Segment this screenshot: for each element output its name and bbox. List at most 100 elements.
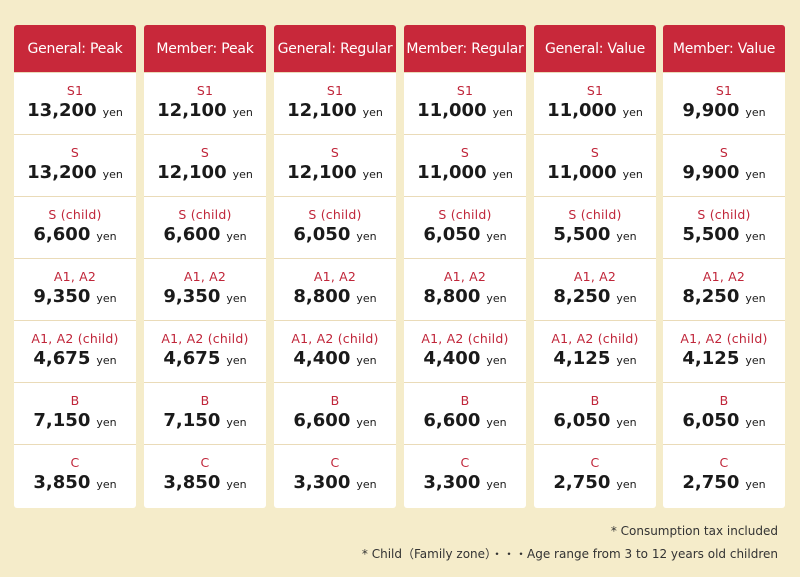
price-cell: C 3,850 yen [14, 444, 136, 506]
seat-label: A1, A2 (child) [551, 331, 639, 346]
price-amount: 11,000 [417, 162, 487, 183]
price-amount: 6,600 [293, 410, 351, 431]
column-header: General: Value [534, 25, 656, 72]
price-column-member-peak: Member: Peak S1 12,100 yen S 12,100 yen S … [144, 25, 266, 508]
price-cell: S1 12,100 yen [274, 72, 396, 134]
price-cell: B 6,600 yen [274, 382, 396, 444]
seat-label: S (child) [568, 207, 622, 222]
seat-label: A1, A2 [313, 269, 357, 284]
seat-label: A1, A2 [702, 269, 746, 284]
price-unit: yen [616, 354, 637, 367]
price-cell: S (child) 6,050 yen [274, 196, 396, 258]
price-column-general-regular: General: Regular S1 12,100 yen S 12,100 ye… [274, 25, 396, 508]
seat-label: A1, A2 [573, 269, 617, 284]
price-unit: yen [226, 292, 247, 305]
price-unit: yen [102, 106, 123, 119]
price-amount: 7,150 [163, 410, 221, 431]
price-cell: A1, A2 8,800 yen [404, 258, 526, 320]
price-amount: 9,900 [682, 162, 740, 183]
price-unit: yen [96, 230, 117, 243]
seat-label: S [330, 145, 340, 160]
seat-label: B [460, 393, 470, 408]
price-unit: yen [356, 230, 377, 243]
price-unit: yen [622, 106, 643, 119]
price-cell: A1, A2 8,800 yen [274, 258, 396, 320]
tax-note: * Consumption tax included [610, 524, 778, 538]
price-unit: yen [745, 292, 766, 305]
price-unit: yen [486, 478, 507, 491]
seat-label: S (child) [697, 207, 751, 222]
price-unit: yen [96, 478, 117, 491]
column-header: Member: Regular [404, 25, 526, 72]
price-amount: 6,050 [293, 224, 351, 245]
price-cell: A1, A2 8,250 yen [663, 258, 785, 320]
seat-label: S1 [66, 83, 84, 98]
price-unit: yen [356, 292, 377, 305]
price-amount: 4,400 [293, 348, 351, 369]
price-cell: S1 12,100 yen [144, 72, 266, 134]
price-amount: 4,675 [33, 348, 91, 369]
price-amount: 2,750 [682, 472, 740, 493]
price-amount: 3,300 [423, 472, 481, 493]
seat-label: A1, A2 [183, 269, 227, 284]
price-amount: 5,500 [553, 224, 611, 245]
seat-label: A1, A2 (child) [421, 331, 509, 346]
price-amount: 12,100 [287, 100, 357, 121]
price-amount: 8,800 [423, 286, 481, 307]
price-amount: 9,350 [33, 286, 91, 307]
price-cell: B 6,050 yen [663, 382, 785, 444]
price-cell: A1, A2 (child) 4,400 yen [274, 320, 396, 382]
price-cell: S 12,100 yen [274, 134, 396, 196]
price-unit: yen [96, 416, 117, 429]
price-cell: A1, A2 (child) 4,675 yen [14, 320, 136, 382]
price-cell: C 3,850 yen [144, 444, 266, 506]
price-unit: yen [102, 168, 123, 181]
price-unit: yen [226, 416, 247, 429]
seat-label: S1 [196, 83, 214, 98]
price-cell: S 11,000 yen [404, 134, 526, 196]
seat-label: B [70, 393, 80, 408]
price-unit: yen [492, 168, 513, 181]
price-unit: yen [96, 354, 117, 367]
seat-label: A1, A2 (child) [680, 331, 768, 346]
price-amount: 4,400 [423, 348, 481, 369]
seat-label: S1 [326, 83, 344, 98]
price-unit: yen [745, 230, 766, 243]
price-unit: yen [616, 478, 637, 491]
price-cell: C 3,300 yen [274, 444, 396, 506]
price-unit: yen [616, 230, 637, 243]
seat-label: C [719, 455, 729, 470]
price-amount: 6,050 [553, 410, 611, 431]
price-cell: B 6,600 yen [404, 382, 526, 444]
seat-label: A1, A2 (child) [291, 331, 379, 346]
seat-label: C [70, 455, 80, 470]
seat-label: S [719, 145, 729, 160]
price-amount: 9,350 [163, 286, 221, 307]
column-header: General: Peak [14, 25, 136, 72]
column-header: General: Regular [274, 25, 396, 72]
seat-label: S (child) [48, 207, 102, 222]
seat-label: B [200, 393, 210, 408]
seat-label: C [200, 455, 210, 470]
seat-label: S [460, 145, 470, 160]
price-unit: yen [745, 354, 766, 367]
seat-label: A1, A2 (child) [31, 331, 119, 346]
seat-label: B [719, 393, 729, 408]
price-amount: 11,000 [547, 162, 617, 183]
seat-label: S1 [586, 83, 604, 98]
price-unit: yen [356, 478, 377, 491]
seat-label: S1 [715, 83, 733, 98]
price-cell: S (child) 5,500 yen [663, 196, 785, 258]
price-unit: yen [356, 354, 377, 367]
price-cell: B 6,050 yen [534, 382, 656, 444]
child-age-note: * Child（Family zone）・・・Age range from 3 … [361, 547, 778, 561]
price-unit: yen [362, 168, 383, 181]
price-unit: yen [492, 106, 513, 119]
price-cell: A1, A2 (child) 4,400 yen [404, 320, 526, 382]
price-amount: 8,250 [553, 286, 611, 307]
seat-label: S [70, 145, 80, 160]
price-column-general-value: General: Value S1 11,000 yen S 11,000 yen … [534, 25, 656, 508]
price-cell: S 12,100 yen [144, 134, 266, 196]
price-unit: yen [486, 354, 507, 367]
price-cell: S1 11,000 yen [534, 72, 656, 134]
